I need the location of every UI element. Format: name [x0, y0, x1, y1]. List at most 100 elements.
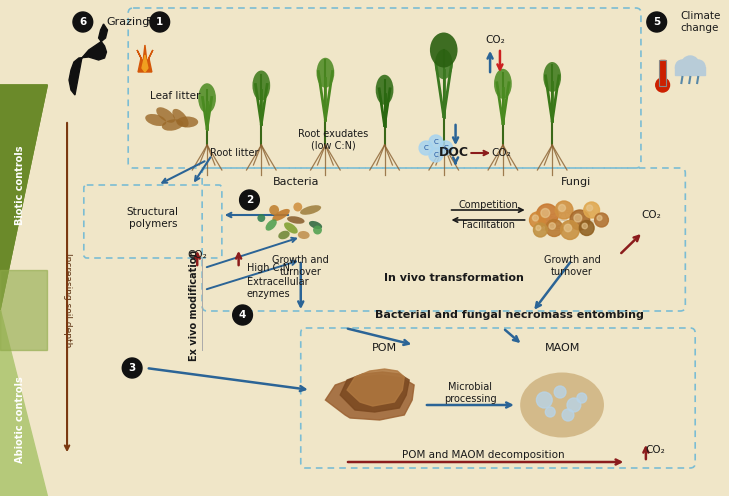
Polygon shape — [0, 270, 47, 350]
Text: Structural
polymers: Structural polymers — [127, 207, 179, 229]
Ellipse shape — [494, 69, 512, 99]
Text: Increasing soil depth: Increasing soil depth — [63, 253, 71, 347]
Polygon shape — [0, 85, 47, 310]
Ellipse shape — [162, 119, 183, 131]
Circle shape — [584, 202, 599, 218]
Ellipse shape — [309, 221, 322, 229]
Text: 4: 4 — [239, 310, 246, 320]
Circle shape — [554, 386, 566, 398]
Ellipse shape — [543, 62, 561, 92]
Ellipse shape — [287, 216, 305, 224]
Text: Climate
change: Climate change — [680, 11, 721, 33]
Circle shape — [597, 215, 602, 221]
Circle shape — [150, 12, 170, 32]
Circle shape — [682, 56, 699, 74]
Ellipse shape — [257, 214, 265, 222]
Text: Fungi: Fungi — [561, 177, 591, 187]
Ellipse shape — [172, 109, 189, 127]
Text: CO₂: CO₂ — [641, 210, 660, 220]
Text: Growth and
turnover: Growth and turnover — [544, 255, 600, 277]
Ellipse shape — [156, 107, 175, 123]
Circle shape — [122, 358, 142, 378]
Circle shape — [537, 204, 558, 226]
Circle shape — [555, 201, 573, 219]
Text: Abiotic controls: Abiotic controls — [15, 376, 25, 463]
Text: Leaf litter: Leaf litter — [150, 91, 200, 101]
Polygon shape — [325, 375, 414, 420]
Ellipse shape — [435, 49, 453, 79]
Circle shape — [534, 223, 547, 237]
Text: POM: POM — [372, 343, 397, 353]
Ellipse shape — [293, 202, 303, 211]
Circle shape — [561, 221, 580, 240]
Circle shape — [429, 135, 443, 149]
Circle shape — [545, 407, 555, 417]
Circle shape — [656, 78, 669, 92]
Circle shape — [73, 12, 93, 32]
Text: Bacteria: Bacteria — [273, 177, 319, 187]
Text: Root exudates
(low C:N): Root exudates (low C:N) — [298, 129, 368, 151]
Ellipse shape — [176, 117, 198, 127]
Ellipse shape — [145, 114, 166, 126]
Ellipse shape — [316, 58, 335, 88]
Text: Competition: Competition — [459, 200, 518, 210]
Polygon shape — [347, 369, 405, 406]
Text: C: C — [434, 152, 438, 158]
Circle shape — [570, 210, 590, 230]
Circle shape — [541, 208, 550, 218]
Circle shape — [577, 393, 587, 403]
Circle shape — [419, 141, 433, 155]
Ellipse shape — [269, 205, 279, 215]
Ellipse shape — [198, 83, 216, 113]
Bar — [660, 60, 665, 86]
Ellipse shape — [284, 222, 297, 234]
Text: POM and MAOM decomposition: POM and MAOM decomposition — [402, 450, 564, 460]
Text: CO₂: CO₂ — [491, 148, 511, 158]
Bar — [659, 60, 666, 86]
Text: Fire: Fire — [146, 17, 166, 27]
Text: 2: 2 — [246, 195, 253, 205]
Text: CO₂: CO₂ — [646, 445, 666, 455]
Ellipse shape — [313, 226, 322, 235]
Text: Grazing: Grazing — [106, 17, 150, 27]
Ellipse shape — [265, 219, 277, 231]
Circle shape — [574, 214, 582, 222]
Circle shape — [240, 190, 260, 210]
Circle shape — [647, 12, 666, 32]
Circle shape — [691, 60, 705, 74]
Text: MAOM: MAOM — [545, 343, 580, 353]
Ellipse shape — [430, 33, 458, 67]
Text: Bacterial and fungal necromass entombing: Bacterial and fungal necromass entombing — [375, 310, 644, 320]
Text: Biotic controls: Biotic controls — [15, 145, 25, 225]
Text: C: C — [434, 139, 438, 145]
Circle shape — [233, 305, 252, 325]
Text: C: C — [443, 145, 448, 151]
Circle shape — [549, 223, 555, 229]
Text: DOC: DOC — [439, 146, 469, 160]
Circle shape — [580, 221, 594, 236]
Ellipse shape — [272, 209, 290, 221]
Text: C: C — [424, 145, 429, 151]
Text: Microbial
processing: Microbial processing — [444, 382, 496, 404]
Text: 6: 6 — [79, 17, 87, 27]
Circle shape — [429, 148, 443, 162]
Ellipse shape — [298, 231, 310, 239]
Text: CO₂: CO₂ — [485, 35, 505, 45]
Circle shape — [582, 223, 588, 229]
Circle shape — [536, 226, 541, 231]
Circle shape — [562, 409, 574, 421]
Ellipse shape — [521, 372, 604, 437]
Polygon shape — [0, 310, 47, 496]
Text: 3: 3 — [128, 363, 136, 373]
Ellipse shape — [252, 70, 270, 101]
Text: Ex vivo modification: Ex vivo modification — [190, 249, 199, 361]
Polygon shape — [69, 24, 107, 95]
Polygon shape — [0, 85, 47, 310]
Text: Facilitation: Facilitation — [461, 220, 515, 230]
Polygon shape — [340, 372, 409, 412]
Circle shape — [587, 205, 593, 211]
Text: High C:N: High C:N — [246, 263, 289, 273]
Text: Growth and
turnover: Growth and turnover — [273, 255, 329, 277]
Polygon shape — [142, 55, 148, 72]
Text: 1: 1 — [156, 17, 163, 27]
